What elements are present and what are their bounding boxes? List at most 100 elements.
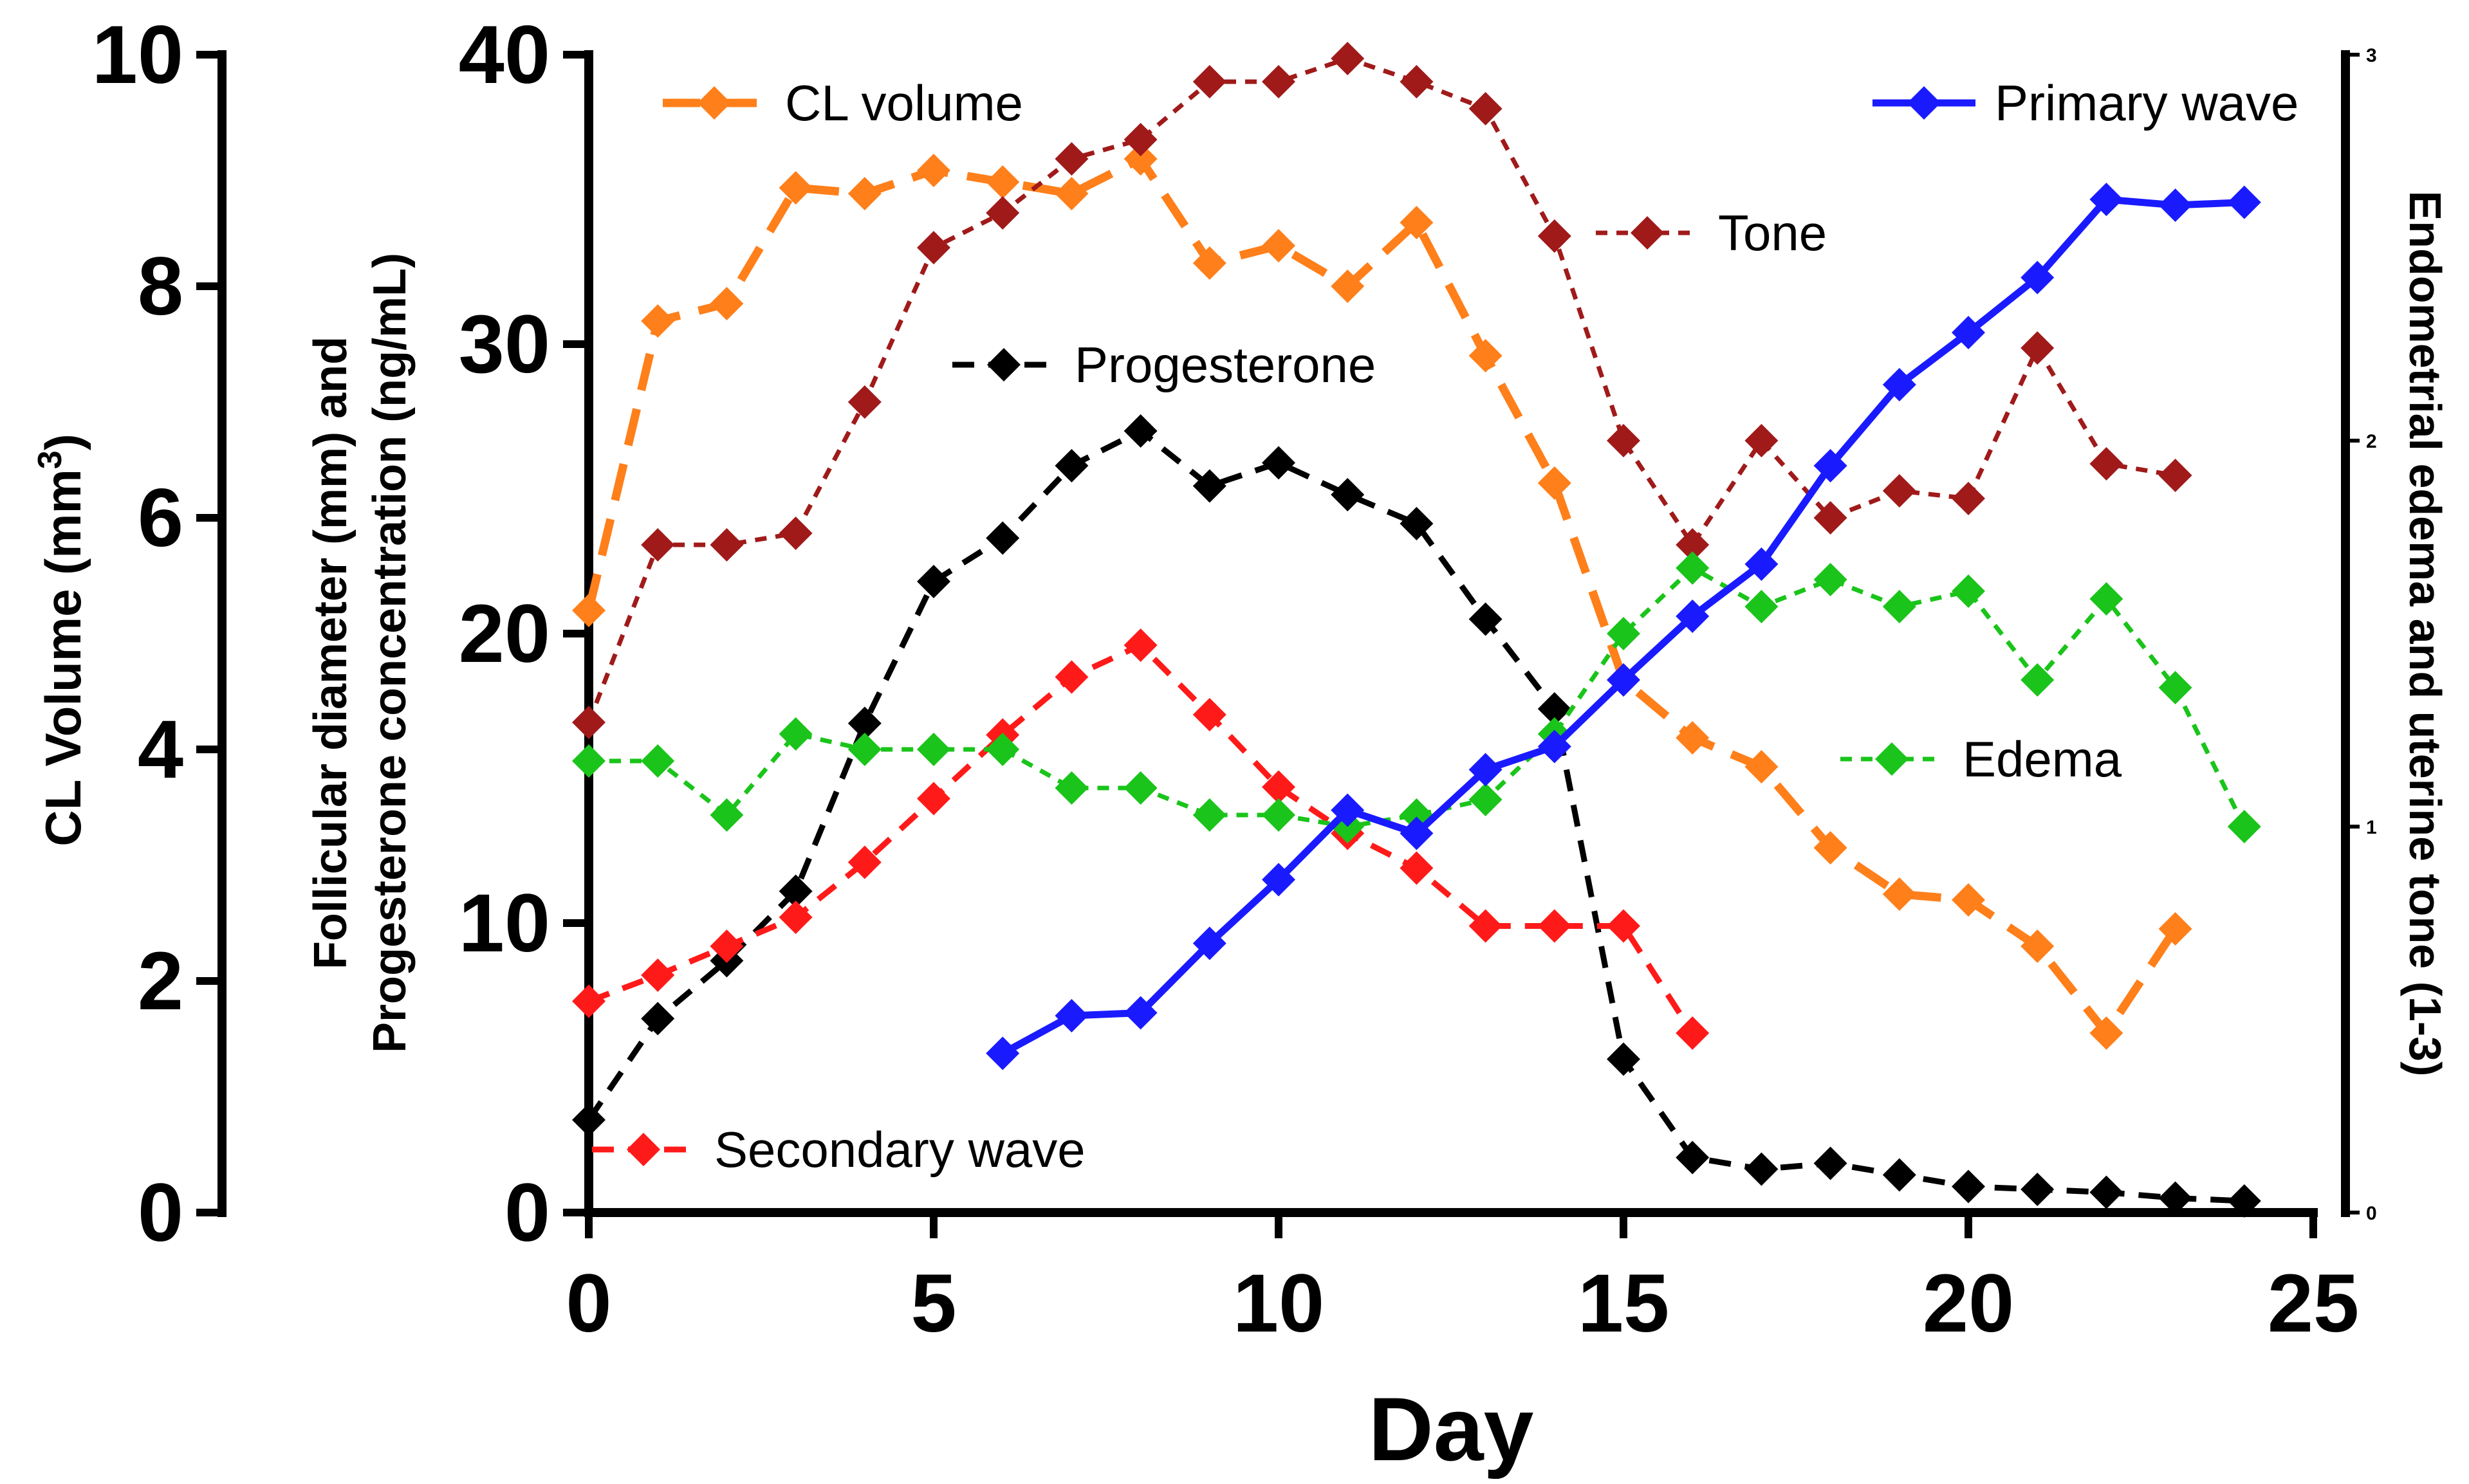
left-inner-axis-title: Follicular diameter (mm) and Progesterone… <box>305 253 416 1053</box>
data-point-cl-volume <box>1192 246 1226 280</box>
data-point-tone <box>1744 424 1779 457</box>
data-point-edema <box>986 733 1020 766</box>
data-point-primary-wave <box>2227 185 2261 219</box>
data-point-progesterone <box>572 1103 606 1137</box>
data-point-tone <box>847 385 882 419</box>
right-tick-label: 1 <box>2366 817 2377 838</box>
data-point-secondary-wave <box>1192 698 1226 731</box>
data-point-edema <box>1192 798 1226 832</box>
left-inner-tick-label: 40 <box>459 9 550 101</box>
left-inner-tick-label: 30 <box>459 298 550 390</box>
data-point-tone <box>1468 92 1503 125</box>
series-tone <box>572 42 2192 739</box>
legend-marker-primary-wave <box>1907 86 1941 120</box>
left-inner-axis-title-line2: Progesterone concentration (ng/mL) <box>364 253 416 1053</box>
data-point-edema <box>917 733 950 766</box>
data-point-tone <box>710 528 744 562</box>
data-point-cl-volume <box>847 177 882 210</box>
data-point-primary-wave <box>2158 188 2192 222</box>
data-point-cl-volume <box>1124 142 1158 176</box>
data-point-primary-wave <box>1331 793 1365 827</box>
data-point-progesterone <box>1537 692 1571 726</box>
data-point-primary-wave <box>1124 996 1158 1030</box>
data-point-primary-wave <box>1468 753 1503 787</box>
data-point-edema <box>1468 783 1503 816</box>
data-point-progesterone <box>986 521 1020 555</box>
data-point-primary-wave <box>1262 863 1295 897</box>
data-point-edema <box>641 744 675 778</box>
left-outer-tick-label: 10 <box>92 9 183 101</box>
data-point-tone <box>1192 65 1226 98</box>
data-point-tone <box>1055 142 1089 176</box>
left-inner-tick-label: 20 <box>459 588 550 680</box>
data-point-progesterone <box>1952 1169 1985 1204</box>
data-point-cl-volume <box>1331 270 1365 303</box>
data-point-progesterone <box>1262 446 1295 480</box>
left-inner-axis-title-line1: Follicular diameter (mm) and <box>305 336 356 969</box>
series-primary-wave <box>986 183 2261 1070</box>
data-point-tone <box>1124 123 1158 156</box>
data-point-tone <box>1607 424 1640 457</box>
data-point-tone <box>641 528 675 562</box>
left-outer-tick-label: 8 <box>138 241 183 333</box>
data-point-secondary-wave <box>1537 909 1571 943</box>
data-point-secondary-wave <box>1676 1016 1710 1050</box>
data-point-primary-wave <box>1952 316 1985 349</box>
data-point-secondary-wave <box>779 901 813 934</box>
data-point-secondary-wave <box>1607 909 1640 943</box>
data-point-progesterone <box>1192 469 1226 503</box>
data-point-tone <box>986 196 1020 230</box>
legend-item-tone: Tone <box>1596 205 1827 261</box>
series-line-secondary-wave <box>587 642 1695 1035</box>
data-point-cl-volume <box>2089 1016 2123 1050</box>
legend-label-primary-wave: Primary wave <box>1995 75 2298 131</box>
data-point-progesterone <box>1124 414 1158 448</box>
left-inner-tick-label: 0 <box>504 1167 550 1259</box>
data-point-progesterone <box>1607 1042 1640 1076</box>
data-point-progesterone <box>641 1002 675 1036</box>
data-point-edema <box>1952 574 1985 608</box>
data-point-tone <box>1813 501 1847 535</box>
data-point-tone <box>1400 65 1434 98</box>
data-point-primary-wave <box>1676 600 1710 633</box>
data-point-tone <box>779 517 813 550</box>
data-point-primary-wave <box>1744 547 1779 581</box>
data-point-cl-volume <box>1400 206 1434 239</box>
data-point-edema <box>779 717 813 751</box>
data-point-cl-volume <box>710 287 744 320</box>
data-point-cl-volume <box>986 165 1020 199</box>
data-point-primary-wave <box>2021 261 2055 295</box>
data-point-cl-volume <box>1262 229 1295 262</box>
data-point-tone <box>1262 65 1295 98</box>
legend-marker-secondary-wave <box>627 1133 660 1166</box>
left-outer-tick-label: 0 <box>138 1167 183 1259</box>
legend-label-tone: Tone <box>1718 205 1827 261</box>
right-tick-label: 3 <box>2366 45 2377 66</box>
left-outer-tick-label: 4 <box>138 704 183 796</box>
data-point-cl-volume <box>1952 883 1985 917</box>
x-tick-label: 15 <box>1578 1258 1669 1350</box>
data-point-primary-wave <box>1607 663 1640 697</box>
data-point-progesterone <box>2089 1175 2123 1209</box>
data-point-edema <box>1813 563 1847 596</box>
data-point-primary-wave <box>1055 999 1089 1032</box>
data-point-secondary-wave <box>1055 660 1089 694</box>
legend-label-progesterone: Progesterone <box>1075 336 1376 393</box>
data-point-cl-volume <box>1882 877 1916 911</box>
data-point-cl-volume <box>917 154 950 187</box>
legend-label-secondary-wave: Secondary wave <box>714 1121 1086 1178</box>
data-point-progesterone <box>2021 1173 2055 1206</box>
data-point-secondary-wave <box>710 930 744 963</box>
data-point-progesterone <box>1468 602 1503 636</box>
data-point-edema <box>1607 617 1640 650</box>
data-point-edema <box>847 733 882 766</box>
data-point-tone <box>2089 447 2123 481</box>
data-point-edema <box>1262 798 1295 832</box>
left-outer-tick-label: 6 <box>138 472 183 564</box>
data-point-cl-volume <box>2021 930 2055 963</box>
data-point-edema <box>1882 590 1916 623</box>
data-point-tone <box>1676 528 1710 562</box>
data-point-cl-volume <box>572 594 606 627</box>
data-point-tone <box>1537 219 1571 253</box>
legend-item-progesterone: Progesterone <box>952 336 1376 393</box>
